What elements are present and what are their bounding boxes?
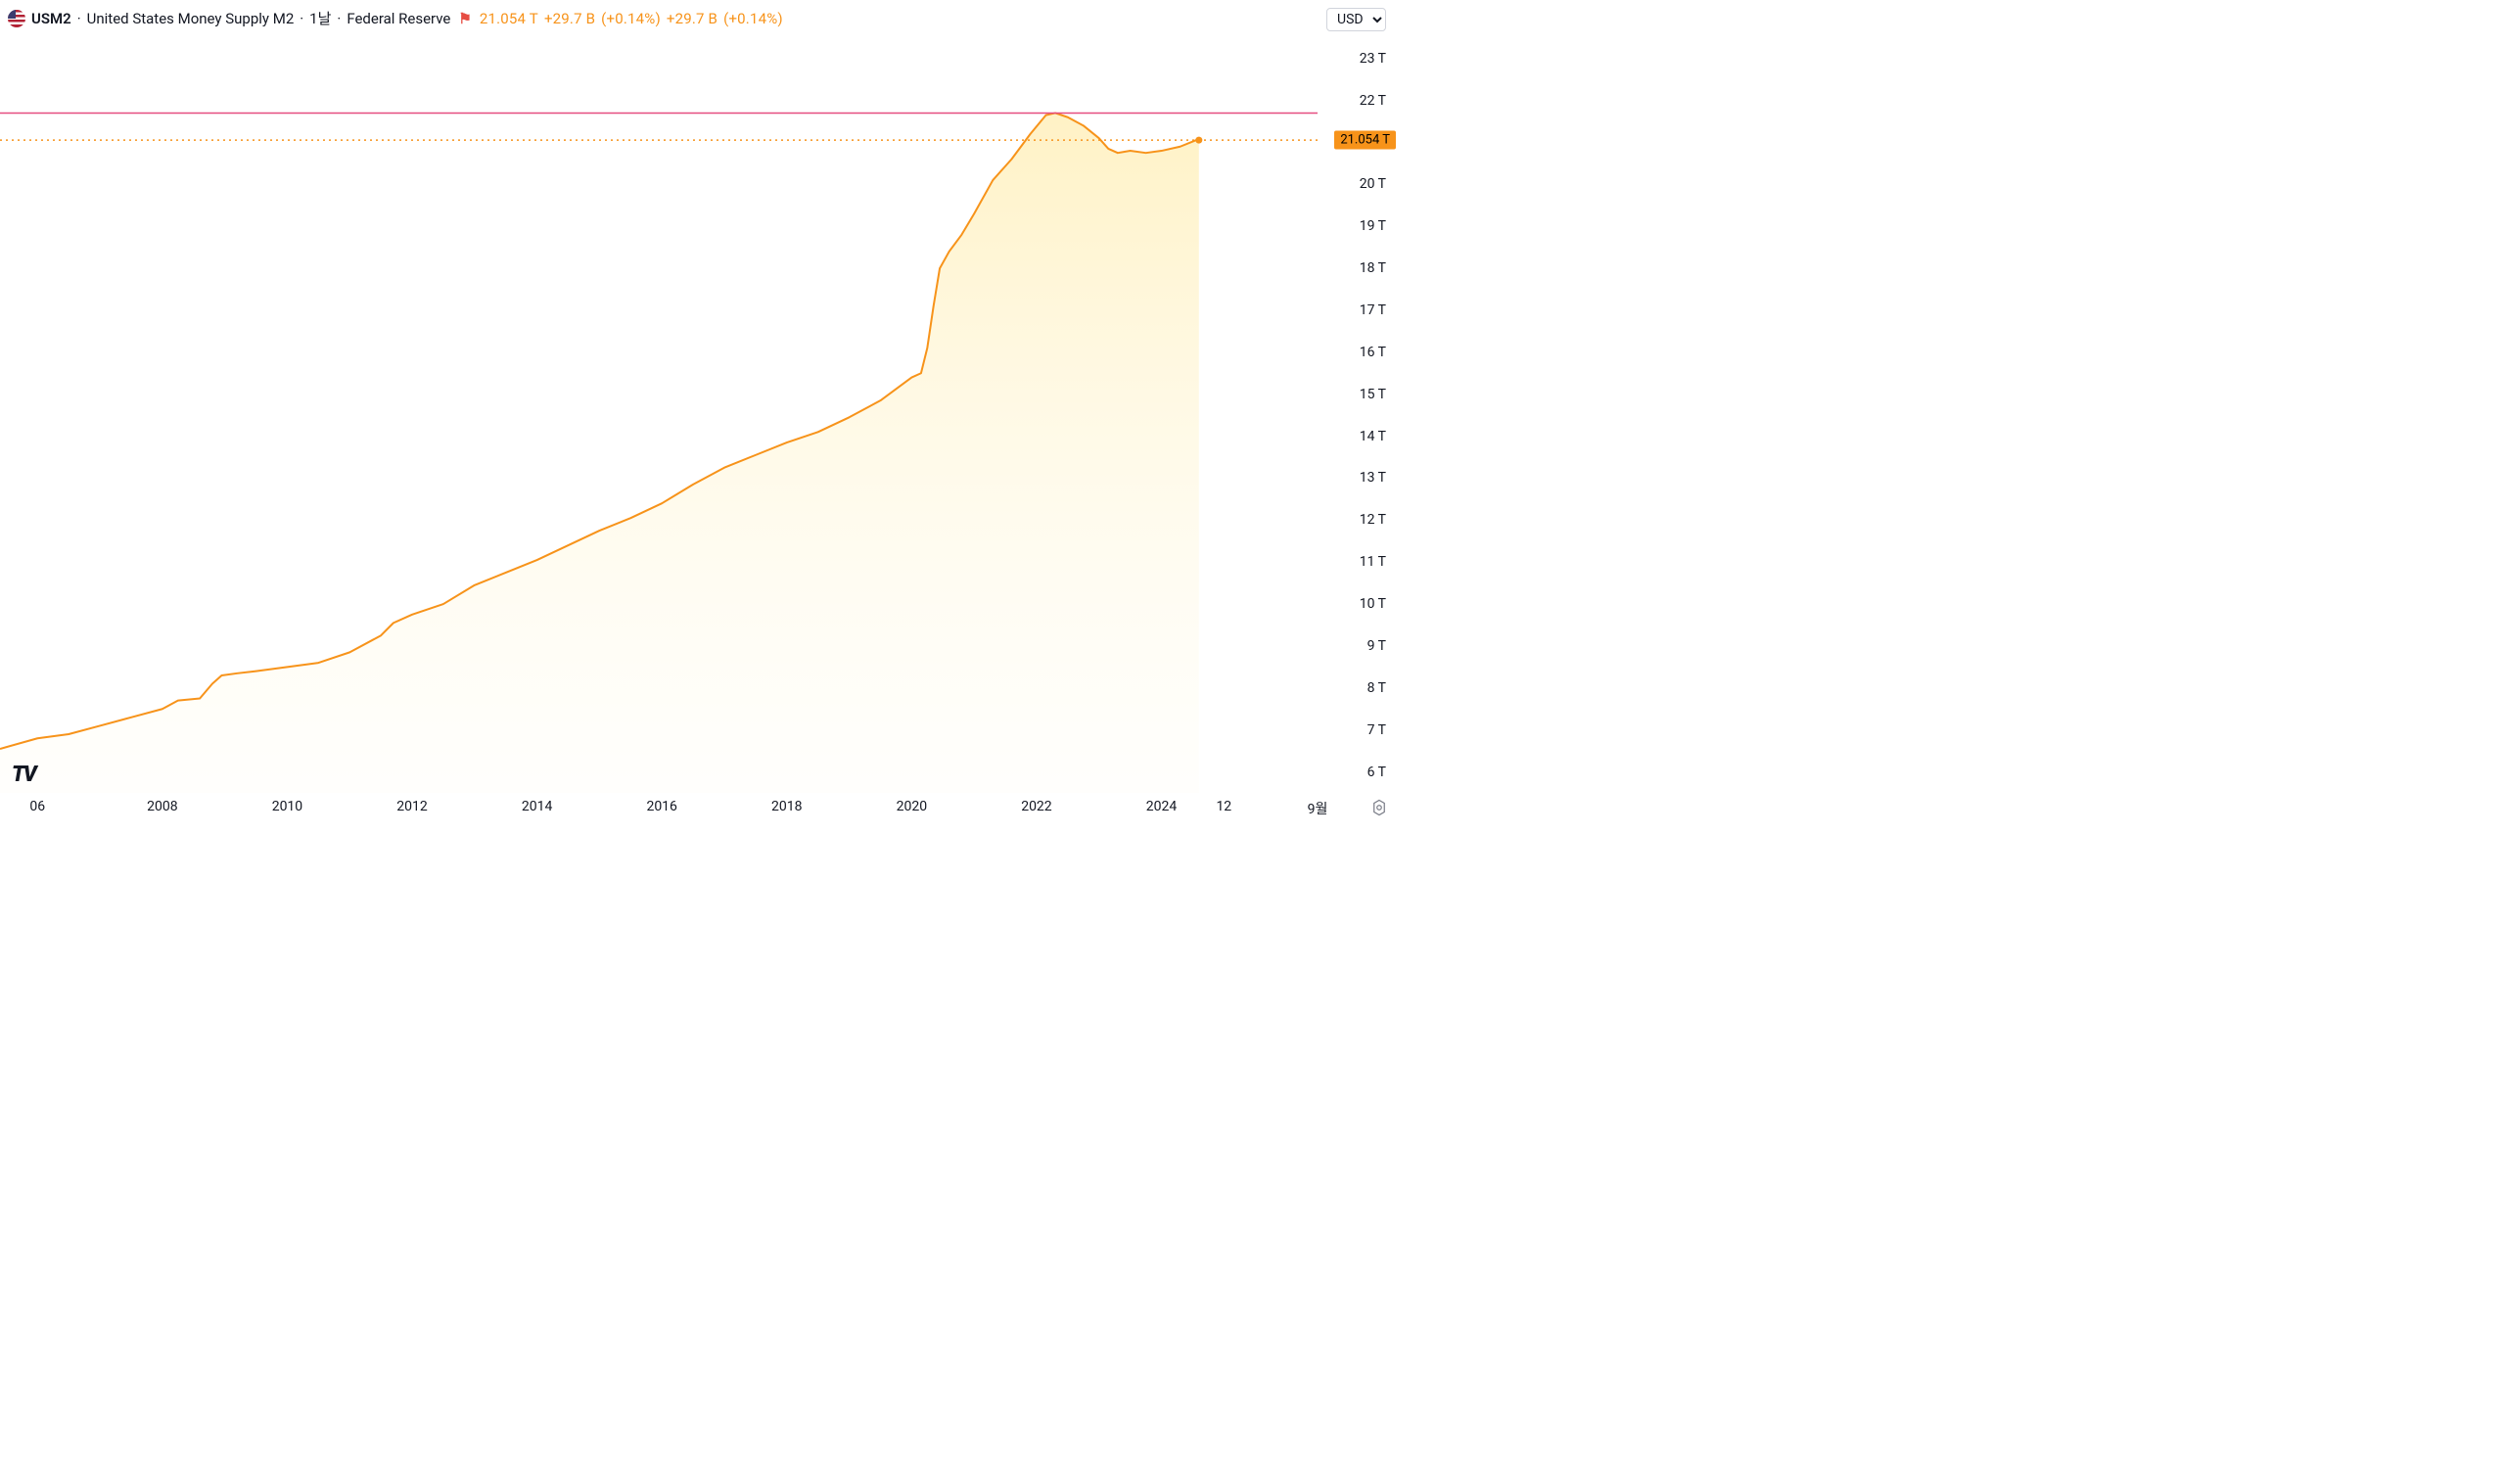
chart-root: USM2 · United States Money Supply M2 · 1… [0,0,1396,822]
change-abs: +29.7 B [544,10,595,27]
y-tick: 20 T [1360,176,1386,192]
y-tick: 13 T [1360,470,1386,486]
y-tick: 14 T [1360,429,1386,444]
y-tick: 17 T [1360,302,1386,318]
x-tick: 2018 [771,799,802,814]
x-tick: 2020 [897,799,927,814]
time-axis[interactable]: 06 2008 2010 2012 2014 2016 2018 2020 2022 2024 12… [0,793,1318,822]
y-tick: 18 T [1360,260,1386,276]
y-tick: 6 T [1367,765,1386,780]
y-tick: 7 T [1367,722,1386,738]
y-tick: 11 T [1360,554,1386,570]
source-label: Federal Reserve [347,10,450,27]
x-tick: 2014 [522,799,552,814]
us-flag-icon [8,10,25,27]
change-pct-2: (+0.14%) [723,10,783,27]
dot1: · [77,10,81,27]
settings-gear-icon[interactable] [1370,799,1388,816]
area-fill [0,113,1199,793]
y-tick: 15 T [1360,387,1386,402]
dot3: · [337,10,341,27]
chart-pane[interactable] [0,33,1318,793]
symbol-code: USM2 [31,10,71,27]
change-abs-2: +29.7 B [667,10,718,27]
y-tick: 10 T [1360,596,1386,612]
y-tick: 19 T [1360,218,1386,234]
flag-icon: ⚑ [458,10,471,27]
x-tick: 2022 [1021,799,1051,814]
x-tick: 2012 [396,799,427,814]
y-tick: 22 T [1360,93,1386,109]
x-tick: 2010 [272,799,302,814]
x-tick: 2016 [646,799,676,814]
x-tick: 12 [1216,799,1231,814]
last-value: 21.054 T [480,10,538,27]
price-axis[interactable]: 6 T 7 T 8 T 9 T 10 T 11 T 12 T 13 T 14 T 15 T 16 T… [1318,33,1396,793]
chart-svg [0,33,1318,793]
currency-select[interactable]: USD [1326,8,1386,31]
x-month-label: 9월 [1308,799,1328,818]
y-tick: 9 T [1367,638,1386,654]
interval-label: 1날 [309,8,331,28]
y-tick: 16 T [1360,345,1386,360]
x-tick: 06 [29,799,45,814]
y-tick: 23 T [1360,51,1386,67]
symbol-desc: United States Money Supply M2 [87,10,295,27]
y-tick: 8 T [1367,680,1386,696]
last-price-badge[interactable]: 21.054 T [1334,131,1396,150]
dot2: · [300,10,303,27]
x-tick: 2024 [1146,799,1177,814]
last-point-marker [1195,137,1202,144]
x-tick: 2008 [147,799,177,814]
y-tick: 12 T [1360,512,1386,528]
tradingview-logo-icon: TV [12,763,35,787]
change-pct: (+0.14%) [601,10,661,27]
legend-row[interactable]: USM2 · United States Money Supply M2 · 1… [8,8,783,28]
